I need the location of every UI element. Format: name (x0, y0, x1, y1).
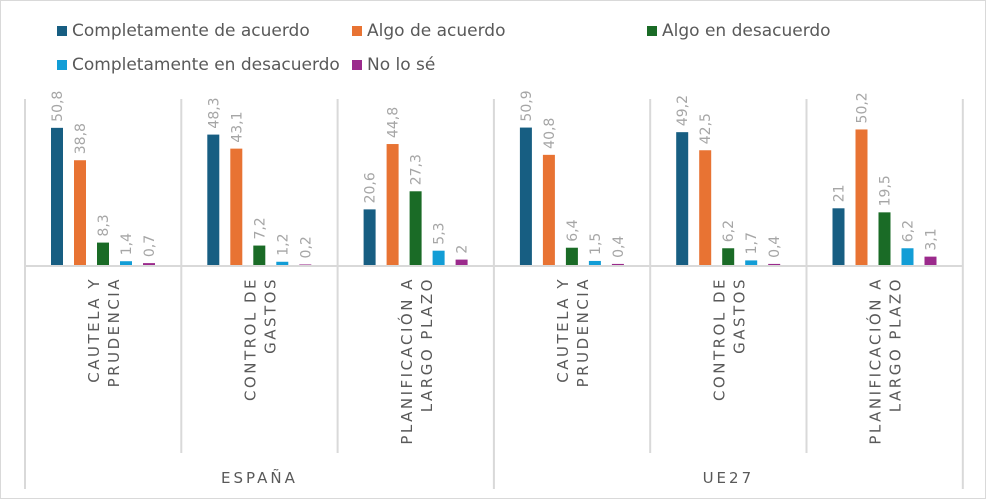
legend-swatch (57, 26, 67, 36)
bar (97, 242, 109, 265)
category-label: LARGO PLAZO (418, 277, 436, 412)
data-label: 21 (832, 184, 848, 202)
bar (120, 261, 132, 265)
data-label: 19,5 (878, 175, 894, 206)
bar (519, 127, 532, 265)
bar (676, 132, 689, 265)
legend-label: Algo en desacuerdo (662, 21, 831, 41)
category-label: CAUTELA Y (85, 277, 103, 383)
data-label: 50,8 (50, 91, 66, 122)
legend-label: Algo de acuerdo (367, 21, 506, 41)
bar (542, 154, 555, 265)
data-label: 50,2 (855, 92, 871, 123)
bar (768, 263, 781, 265)
bar (878, 212, 891, 265)
bar (699, 150, 712, 265)
data-label: 6,2 (901, 220, 917, 242)
category-label: GASTOS (730, 277, 748, 354)
legend-item-no-lo-se: No lo sé (352, 55, 435, 75)
category-label: CAUTELA Y (554, 277, 572, 383)
bar (455, 259, 468, 265)
data-label: 49,2 (675, 95, 691, 126)
legend-item-algo-de-acuerdo: Algo de acuerdo (352, 21, 505, 41)
legend-swatch (352, 26, 362, 36)
bar (565, 247, 578, 265)
bar (832, 208, 845, 265)
category-label: PLANIFICACIÓN A (866, 277, 885, 445)
group-label: ESPAÑA (221, 468, 298, 487)
data-label: 5,3 (432, 222, 448, 244)
legend-swatch (352, 60, 362, 70)
bar (276, 261, 289, 265)
data-label: 6,4 (565, 219, 581, 241)
category-label: GASTOS (261, 277, 279, 354)
legend-swatch (57, 60, 67, 70)
bar (230, 148, 243, 265)
data-label: 40,8 (542, 118, 558, 149)
legend-item-completamente-en-desacuerdo: Completamente en desacuerdo (57, 55, 340, 75)
bar (611, 263, 624, 265)
bar (745, 260, 758, 265)
data-label: 0,4 (767, 236, 783, 258)
data-label: 20,6 (363, 172, 379, 203)
legend-label: Completamente de acuerdo (72, 21, 310, 41)
data-label: 0,7 (142, 235, 158, 257)
legend-item-algo-en-desacuerdo: Algo en desacuerdo (647, 21, 831, 41)
category-label: PRUDENCIA (105, 277, 123, 387)
category-label: CONTROL DE (241, 277, 259, 401)
data-label: 38,8 (73, 123, 89, 154)
data-label: 2 (455, 245, 471, 254)
data-label: 1,5 (588, 233, 604, 255)
bar (432, 250, 445, 265)
bar (253, 245, 266, 265)
data-label: 1,2 (275, 233, 291, 255)
legend: Completamente de acuerdo Algo de acuerdo… (1, 1, 985, 81)
bar (901, 248, 914, 265)
bar (409, 191, 422, 265)
bar (855, 129, 868, 265)
data-label: 6,2 (721, 220, 737, 242)
bar (363, 209, 376, 265)
data-label: 3,1 (924, 228, 940, 250)
bar (588, 260, 601, 265)
category-label: CONTROL DE (710, 277, 728, 401)
data-label: 8,3 (96, 214, 112, 236)
legend-item-completamente-de-acuerdo: Completamente de acuerdo (57, 21, 310, 41)
data-label: 0,4 (611, 236, 627, 258)
data-label: 43,1 (229, 111, 245, 142)
category-label: PLANIFICACIÓN A (397, 277, 416, 445)
data-label: 44,8 (386, 107, 402, 138)
bar (299, 264, 312, 265)
bar (722, 248, 735, 265)
bar (386, 144, 399, 265)
legend-label: Completamente en desacuerdo (72, 55, 340, 75)
bar (924, 256, 937, 265)
category-label: PRUDENCIA (574, 277, 592, 387)
data-label: 0,2 (298, 236, 314, 258)
data-label: 48,3 (206, 97, 222, 128)
data-label: 27,3 (409, 154, 425, 185)
category-label: LARGO PLAZO (887, 277, 905, 412)
data-label: 42,5 (698, 113, 714, 144)
group-label: UE27 (703, 469, 755, 487)
legend-label: No lo sé (367, 55, 436, 75)
data-label: 7,2 (252, 217, 268, 239)
data-label: 1,4 (119, 233, 135, 255)
bar (207, 134, 220, 265)
bar (51, 127, 63, 265)
legend-swatch (647, 26, 657, 36)
bar (74, 160, 86, 265)
data-label: 1,7 (744, 232, 760, 254)
bar (143, 263, 155, 265)
data-label: 50,9 (519, 90, 535, 121)
